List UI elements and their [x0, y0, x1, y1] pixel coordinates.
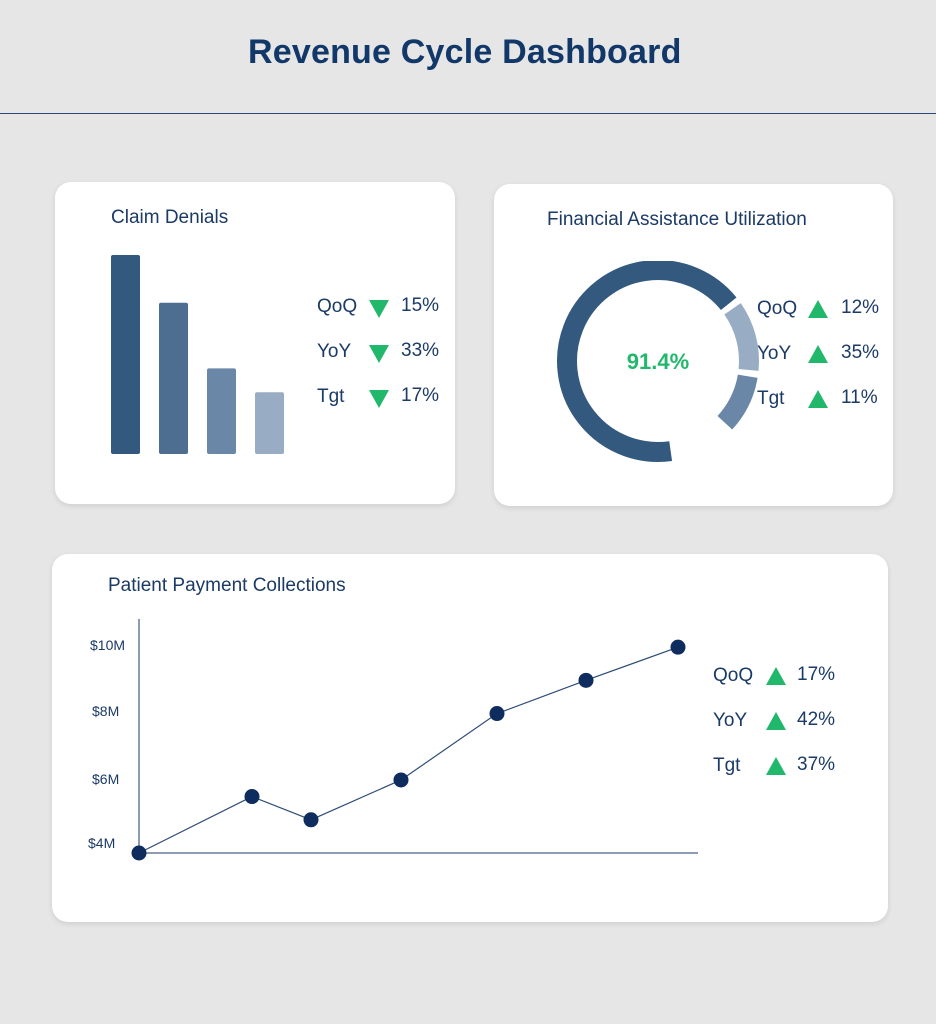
donut-slice-3 — [717, 374, 758, 430]
metric-label: QoQ — [713, 665, 754, 686]
metric-value: 35% — [841, 342, 880, 363]
metric-value: 11% — [841, 387, 878, 408]
y-tick-label: $6M — [92, 771, 119, 787]
metric-label: YoY — [713, 710, 748, 731]
metric-row: QoQ 17% — [713, 664, 835, 688]
triangle-down-icon — [369, 390, 389, 408]
triangle-down-icon — [369, 345, 389, 363]
metric-label: QoQ — [757, 298, 798, 319]
y-tick-label: $10M — [90, 637, 125, 653]
financial-assistance-donut-chart: 91.4% — [557, 261, 759, 462]
metric-row: YoY 35% — [757, 342, 879, 366]
patient-payments-card: Patient Payment Collections $4M $6M $8M $10… — [52, 554, 888, 922]
metric-value: 17% — [797, 664, 836, 685]
metric-label: Tgt — [713, 755, 741, 776]
metric-value: 37% — [797, 754, 836, 775]
donut-slice-1 — [557, 261, 737, 462]
donut-center-value: 91.4% — [627, 349, 689, 374]
metric-row: Tgt 17% — [317, 385, 439, 409]
metric-value: 12% — [841, 297, 880, 318]
page-title: Revenue Cycle Dashboard — [248, 33, 682, 71]
metric-value: 42% — [797, 709, 836, 730]
metric-row: QoQ 15% — [317, 295, 439, 319]
data-point-4 — [393, 772, 409, 788]
metric-label: YoY — [757, 343, 792, 364]
triangle-up-icon — [808, 345, 828, 363]
patient-payments-line-chart: $4M $6M $8M $10M — [88, 619, 698, 861]
metric-label: Tgt — [757, 388, 785, 409]
metric-row: YoY 33% — [317, 340, 439, 364]
bar-2 — [159, 302, 188, 454]
triangle-down-icon — [369, 300, 389, 318]
financial-assistance-card: Financial Assistance Utilization 91.4% Q… — [494, 184, 893, 506]
triangle-up-icon — [808, 300, 828, 318]
triangle-up-icon — [766, 667, 786, 685]
y-tick-label: $4M — [88, 835, 115, 851]
bar-3 — [207, 368, 236, 454]
bar-1 — [111, 255, 140, 454]
metric-row: YoY 42% — [713, 709, 835, 733]
y-tick-label: $8M — [92, 703, 119, 719]
data-point-5 — [489, 706, 505, 722]
metric-row: Tgt 11% — [757, 387, 878, 411]
metric-value: 17% — [401, 385, 440, 406]
donut-slice-2 — [724, 303, 759, 371]
triangle-up-icon — [766, 757, 786, 775]
collections-series-line — [138, 646, 679, 854]
metric-row: Tgt 37% — [713, 754, 835, 778]
bar-4 — [255, 392, 284, 454]
triangle-up-icon — [766, 712, 786, 730]
data-point-1 — [131, 845, 147, 861]
claim-denials-bar-chart — [111, 255, 284, 454]
patient-payments-title: Patient Payment Collections — [108, 575, 346, 596]
claim-denials-card: Claim Denials QoQ 15% YoY 33% Tgt 17% — [55, 182, 455, 504]
metric-label: YoY — [317, 341, 352, 362]
metric-value: 15% — [401, 295, 440, 316]
metric-label: Tgt — [317, 386, 345, 407]
metric-row: QoQ 12% — [757, 297, 879, 321]
data-point-6 — [578, 672, 594, 688]
data-point-3 — [303, 812, 319, 828]
data-point-7 — [670, 639, 686, 655]
claim-denials-title: Claim Denials — [111, 207, 229, 228]
triangle-up-icon — [808, 390, 828, 408]
metric-value: 33% — [401, 340, 440, 361]
financial-assistance-title: Financial Assistance Utilization — [547, 209, 807, 230]
metric-label: QoQ — [317, 296, 358, 317]
dashboard-header: Revenue Cycle Dashboard — [0, 0, 936, 114]
data-point-2 — [244, 789, 260, 805]
